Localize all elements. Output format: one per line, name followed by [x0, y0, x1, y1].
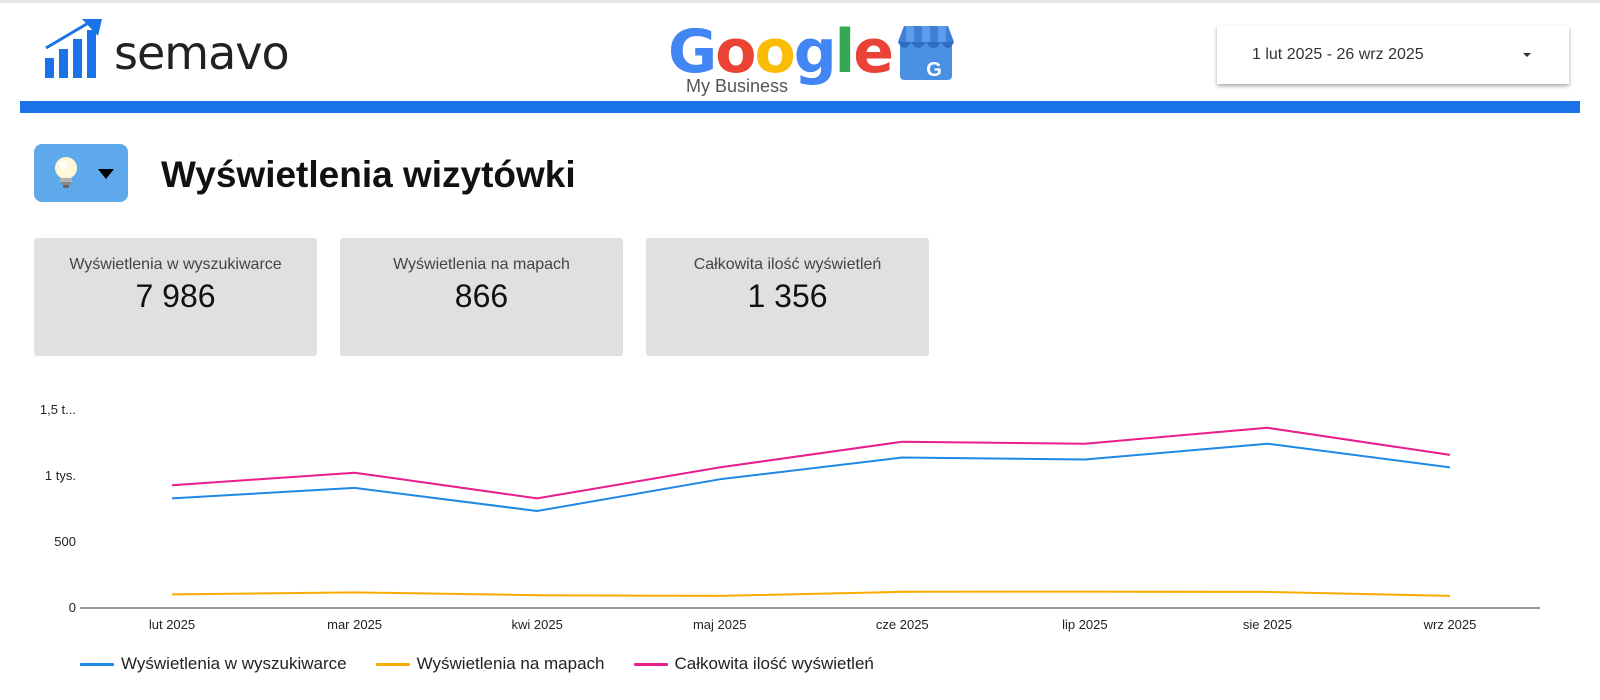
kpi-value: 7 986	[135, 278, 216, 314]
top-border	[0, 0, 1600, 3]
x-tick-label: maj 2025	[693, 617, 746, 632]
legend-swatch	[80, 662, 114, 666]
google-wordmark: Google	[668, 12, 894, 92]
chevron-down-icon	[98, 169, 114, 179]
legend-swatch	[633, 662, 668, 666]
logo-text: semavo	[114, 26, 290, 80]
semavo-logo: semavo	[44, 16, 290, 82]
kpi-label: Wyświetlenia na mapach	[393, 256, 570, 273]
tips-dropdown-button[interactable]	[34, 144, 128, 202]
kpi-card-total-views: Całkowita ilość wyświetleń 1 356	[646, 238, 929, 356]
y-tick-label: 1 tys.	[45, 468, 76, 483]
chart-legend: Wyświetlenia w wyszukiwarce Wyświetlenia…	[80, 654, 903, 674]
google-letter: l	[834, 17, 856, 87]
kpi-card-maps-views: Wyświetlenia na mapach 866	[340, 238, 623, 356]
views-line-chart: 0 500 1 tys. 1,5 t... lut 2025 mar 2025 kwi 20…	[40, 402, 1540, 632]
legend-swatch	[375, 662, 410, 666]
x-tick-label: cze 2025	[876, 617, 929, 632]
bar-chart-logo-icon	[45, 19, 102, 78]
legend-label: Wyświetlenia w wyszukiwarce	[121, 654, 347, 673]
google-my-business-logo: Google My Business G	[668, 17, 968, 98]
kpi-card-search-views: Wyświetlenia w wyszukiwarce 7 986	[34, 238, 317, 356]
page-title: Wyświetlenia wizytówki	[161, 154, 576, 195]
legend-item-total[interactable]: Całkowita ilość wyświetleń	[633, 654, 874, 674]
lightbulb-icon	[55, 157, 77, 188]
x-tick-label: wrz 2025	[1423, 617, 1477, 632]
x-tick-label: lip 2025	[1062, 617, 1108, 632]
store-icon: G	[898, 26, 954, 81]
x-tick-label: lut 2025	[149, 617, 195, 632]
kpi-value: 866	[454, 278, 509, 314]
google-letter: o	[754, 17, 795, 87]
svg-text:G: G	[926, 59, 942, 81]
x-tick-label: mar 2025	[327, 617, 382, 632]
date-range-picker[interactable]: 1 lut 2025 - 26 wrz 2025	[1217, 26, 1569, 84]
kpi-label: Wyświetlenia w wyszukiwarce	[69, 256, 282, 273]
gmb-subtitle: My Business	[686, 76, 789, 96]
google-letter: G	[668, 17, 717, 87]
x-tick-label: sie 2025	[1243, 617, 1292, 632]
series-line-3	[171, 426, 1451, 500]
series-line-2	[171, 590, 1451, 597]
legend-item-search[interactable]: Wyświetlenia w wyszukiwarce	[80, 654, 347, 674]
google-letter: e	[853, 17, 894, 87]
google-letter: o	[715, 17, 756, 87]
caret-down-icon	[1523, 53, 1531, 57]
y-tick-label: 1,5 t...	[40, 402, 76, 417]
y-tick-label: 500	[54, 534, 76, 549]
y-tick-label: 0	[69, 600, 76, 615]
kpi-label: Całkowita ilość wyświetleń	[693, 256, 882, 273]
kpi-value: 1 356	[747, 278, 828, 314]
legend-label: Całkowita ilość wyświetleń	[674, 654, 874, 673]
date-range-label: 1 lut 2025 - 26 wrz 2025	[1252, 46, 1424, 63]
x-tick-label: kwi 2025	[511, 617, 562, 632]
header-divider	[20, 101, 1580, 113]
series-line-1	[171, 442, 1451, 512]
google-letter: g	[793, 17, 837, 87]
legend-label: Wyświetlenia na mapach	[416, 654, 605, 673]
legend-item-maps[interactable]: Wyświetlenia na mapach	[375, 654, 605, 674]
